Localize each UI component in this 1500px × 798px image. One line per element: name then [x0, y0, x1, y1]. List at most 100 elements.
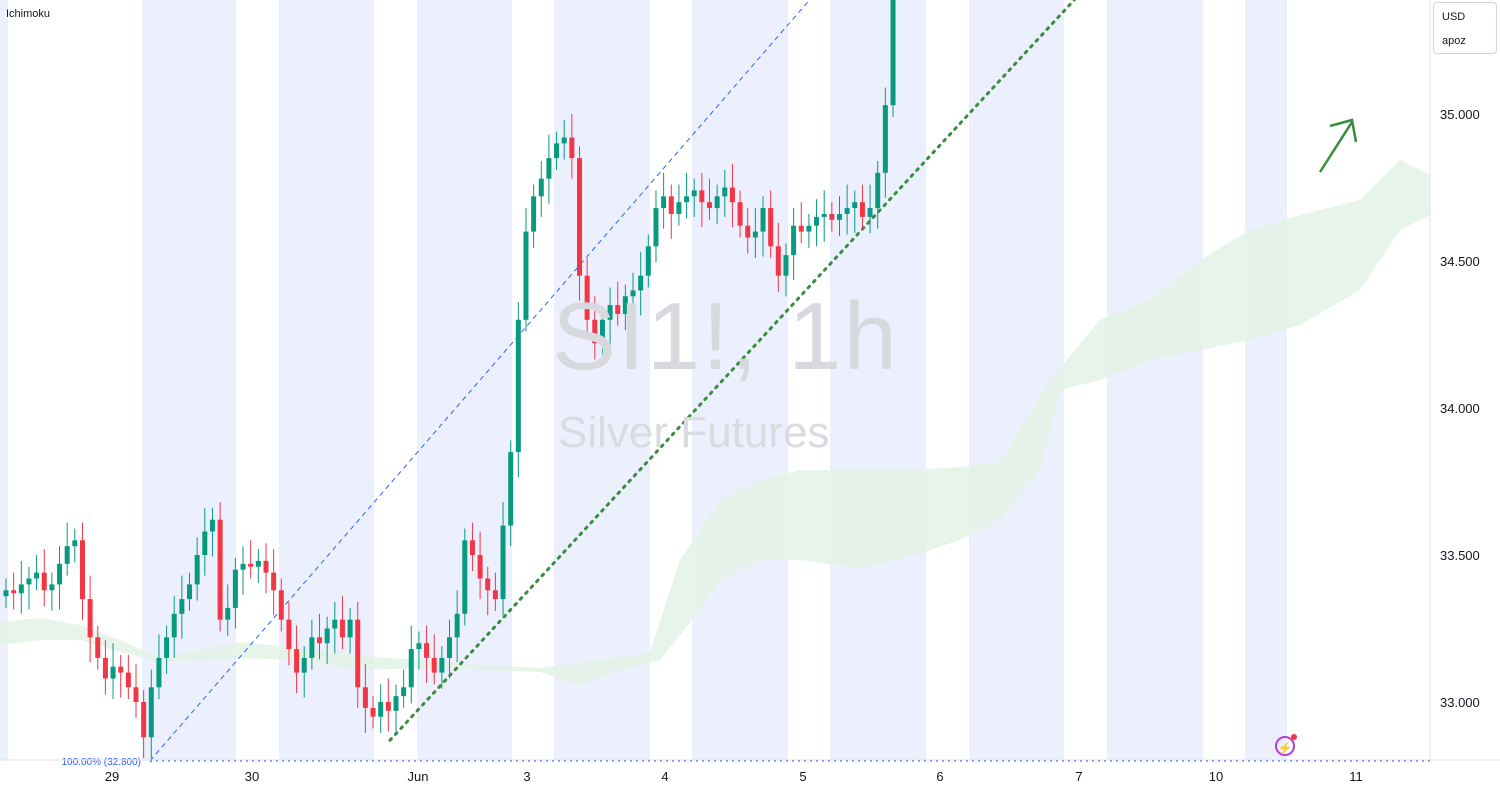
candle-body — [362, 687, 368, 708]
candle-body — [577, 158, 583, 276]
candle-body — [737, 202, 743, 226]
candle-body — [332, 619, 338, 629]
candle-body — [347, 619, 353, 638]
candle-body — [286, 619, 292, 650]
projection-arrow — [1318, 121, 1354, 173]
candle-body — [447, 637, 453, 658]
candle-body — [355, 619, 361, 688]
candle-body — [538, 178, 544, 197]
candle-body — [408, 649, 414, 688]
candle-body — [561, 137, 567, 144]
candle-body — [248, 563, 254, 567]
candle-body — [607, 305, 613, 320]
y-tick-label: 33.000 — [1440, 695, 1480, 710]
symbol-watermark: SI1!, 1h — [552, 283, 899, 390]
candle-body — [836, 213, 842, 220]
candle-body — [179, 599, 185, 614]
candle-body — [615, 305, 621, 314]
candle-body — [34, 572, 40, 579]
candle-body — [41, 572, 47, 591]
indicator-label[interactable]: Ichimoku — [6, 8, 51, 20]
candle-body — [890, 0, 896, 106]
candle-body — [760, 208, 766, 232]
x-tick-label: 11 — [1349, 769, 1363, 784]
candle-body — [156, 657, 162, 688]
candle-body — [171, 613, 177, 638]
currency-panel[interactable]: USD apoz — [1433, 2, 1497, 54]
candle-body — [385, 702, 391, 711]
scale-label: apoz — [1442, 35, 1466, 47]
x-tick-label: 10 — [1209, 769, 1223, 784]
candle-body — [699, 190, 705, 203]
x-tick-label: 5 — [799, 769, 806, 784]
candle-body — [225, 607, 231, 620]
candle-body — [745, 225, 751, 238]
candle-body — [64, 546, 70, 564]
session-band — [969, 0, 1064, 760]
candle-body — [301, 657, 307, 673]
session-band — [417, 0, 512, 760]
x-tick-label: 4 — [661, 769, 668, 784]
y-tick-label: 35.000 — [1440, 107, 1480, 122]
session-band — [0, 0, 8, 760]
candle-body — [339, 619, 345, 638]
x-tick-label: 30 — [245, 769, 259, 784]
candle-body — [102, 657, 108, 679]
candle-body — [118, 666, 124, 673]
candle-body — [324, 628, 330, 644]
candle-body — [515, 319, 521, 453]
candle-body — [814, 216, 820, 226]
candle-body — [164, 637, 170, 658]
candle-body — [378, 702, 384, 717]
fib-level-label: 100.00% (32.800) — [61, 757, 141, 768]
candle-body — [645, 246, 651, 276]
candle-body — [148, 687, 154, 738]
candle-body — [462, 540, 468, 614]
candle-body — [752, 231, 758, 238]
candle-body — [26, 578, 32, 585]
candle-body — [393, 696, 399, 711]
candle-body — [11, 590, 17, 594]
candle-body — [638, 275, 644, 291]
candle-body — [278, 590, 284, 620]
candle-body — [424, 643, 430, 658]
candle-body — [531, 196, 537, 232]
candle-body — [546, 158, 552, 179]
candle-body — [110, 666, 116, 679]
candle-body — [477, 555, 483, 579]
x-tick-label: Jun — [408, 769, 429, 784]
candle-body — [844, 208, 850, 214]
candle-body — [729, 187, 735, 203]
candle-body — [783, 255, 789, 276]
trendline — [388, 0, 1077, 742]
candle-body — [271, 572, 277, 591]
candle-body — [492, 590, 498, 600]
candle-body — [599, 319, 605, 344]
candle-body — [240, 563, 246, 570]
candle-body — [829, 213, 835, 220]
candle-body — [676, 202, 682, 214]
candle-body — [791, 225, 797, 256]
candle-body — [232, 569, 238, 608]
y-tick-label: 34.000 — [1440, 401, 1480, 416]
candle-body — [485, 578, 491, 591]
candle-body — [416, 643, 422, 650]
candle-body — [661, 196, 667, 209]
flash-icon[interactable]: ⚡ — [1275, 734, 1297, 756]
candle-body — [714, 196, 720, 209]
candle-body — [209, 519, 215, 532]
candle-body — [187, 584, 193, 600]
candle-body — [569, 137, 575, 159]
x-tick-label: 7 — [1075, 769, 1082, 784]
candle-body — [72, 540, 78, 547]
candle-body — [125, 672, 131, 688]
session-band — [1245, 0, 1287, 760]
candle-body — [775, 246, 781, 276]
currency-label: USD — [1442, 11, 1466, 23]
candle-body — [630, 290, 636, 297]
candle-body — [852, 202, 858, 209]
instrument-watermark: Silver Futures — [558, 408, 830, 457]
candle-body — [706, 202, 712, 209]
candle-body — [294, 649, 300, 673]
